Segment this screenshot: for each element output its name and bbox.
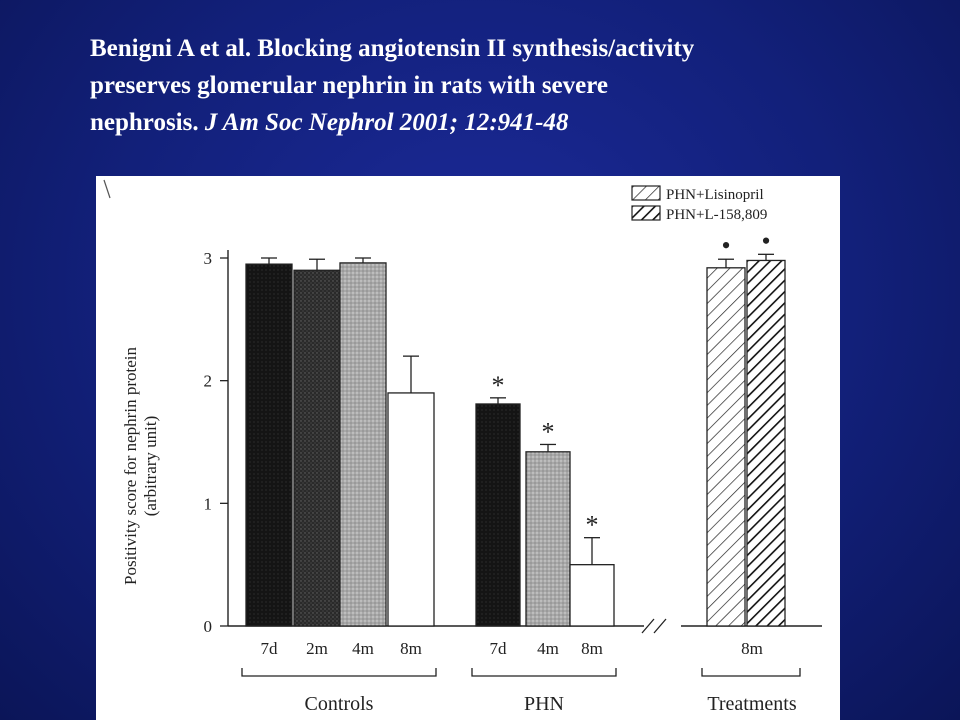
y-tick-label: 3	[204, 249, 213, 268]
group-bracket	[241, 668, 437, 677]
significance-mark: •	[761, 226, 770, 255]
y-tick-label: 0	[204, 617, 213, 636]
significance-mark: *	[542, 417, 555, 446]
x-tick-label: 8m	[741, 639, 763, 658]
y-tick-label: 1	[204, 494, 213, 513]
bar	[245, 263, 293, 627]
citation-line-1: Benigni A et al. Blocking angiotensin II…	[90, 35, 695, 62]
x-tick-label: 7d	[261, 639, 279, 658]
y-axis-label: Positivity score for nephrin protein	[121, 347, 140, 585]
significance-mark: *	[586, 511, 599, 540]
legend-swatch	[631, 205, 661, 221]
group-bracket	[471, 668, 617, 677]
bar	[706, 267, 746, 627]
group-bracket	[701, 668, 801, 677]
x-tick-label: 8m	[400, 639, 422, 658]
chart-layer: 0 1 2 3 7d 2m 4m 8m Controls * 7d * 4m * 8m PHN • • 8m Trea…	[204, 185, 822, 715]
group-label: Controls	[305, 693, 374, 715]
nephrin-bar-chart: Positivity score for nephrin protein (ar…	[103, 179, 822, 715]
bar	[525, 451, 571, 627]
citation-line-3: nephrosis. J Am Soc Nephrol 2001; 12:941…	[90, 104, 910, 141]
bar	[387, 392, 435, 627]
scan-mark	[103, 179, 111, 199]
x-tick-label: 4m	[352, 639, 374, 658]
group-label: PHN	[524, 693, 564, 715]
x-tick-label: 7d	[490, 639, 508, 658]
bar	[746, 259, 786, 627]
bar	[339, 262, 387, 627]
citation-line-3-plain: nephrosis.	[90, 109, 205, 136]
axis-break-mark	[641, 618, 655, 634]
legend-label: PHN+L-158,809	[666, 207, 767, 223]
y-axis-unit: (arbitrary unit)	[141, 416, 160, 517]
legend-swatch	[631, 185, 661, 201]
significance-mark: •	[721, 231, 730, 260]
citation-journal: J Am Soc Nephrol 2001; 12:941-48	[204, 109, 569, 136]
axis-break-mark	[653, 618, 667, 634]
significance-mark: *	[492, 371, 505, 400]
y-tick-label: 2	[204, 372, 213, 391]
bar	[293, 269, 341, 627]
legend-label: PHN+Lisinopril	[666, 187, 764, 203]
citation-text: Benigni A et al. Blocking angiotensin II…	[90, 30, 910, 141]
bar	[569, 564, 615, 627]
x-tick-label: 2m	[306, 639, 328, 658]
citation-line-2: preserves glomerular nephrin in rats wit…	[90, 72, 608, 99]
x-tick-label: 4m	[537, 639, 559, 658]
bar	[475, 403, 521, 627]
figure-panel: Positivity score for nephrin protein (ar…	[96, 176, 840, 720]
group-label: Treatments	[707, 693, 796, 715]
x-tick-label: 8m	[581, 639, 603, 658]
